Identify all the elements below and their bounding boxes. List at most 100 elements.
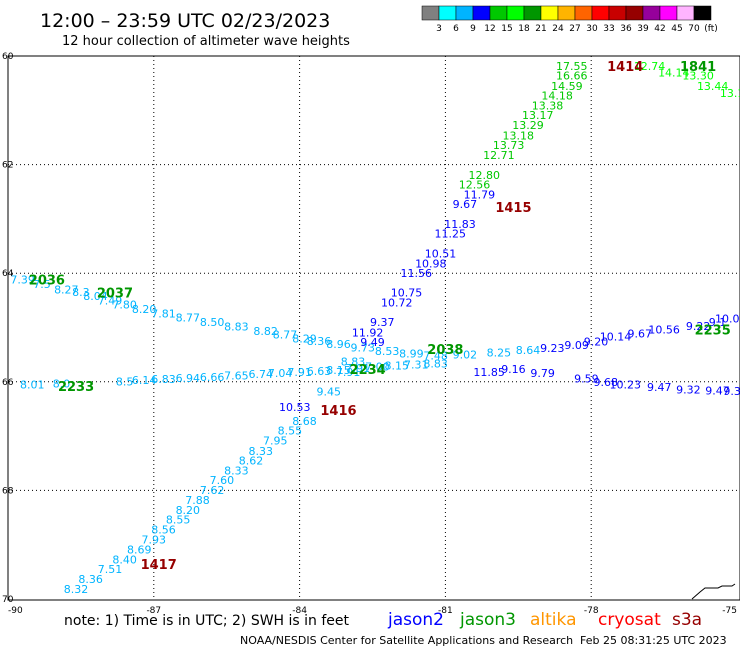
wave-height-label: 8.20 [132, 303, 157, 316]
y-tick-label: 64 [2, 269, 14, 279]
wave-height-label: 10.51 [425, 248, 457, 261]
wave-height-label: 10.0 [715, 312, 740, 325]
wave-height-label: 12.56 [459, 179, 491, 192]
wave-height-label: 6.66 [200, 371, 225, 384]
wave-height-label: 8.83 [224, 320, 249, 333]
wave-height-tracks: 7.397.5 8.278.38.047.497.808.207.81 8.77 8.… [10, 60, 740, 596]
wave-height-label: 13.17 [522, 109, 554, 122]
colorbar-label: 12 [484, 24, 495, 34]
colorbar-swatch [625, 5, 644, 21]
footer-credit: NOAA/NESDIS Center for Satellite Applica… [240, 634, 573, 647]
colorbar-label: 33 [603, 24, 614, 34]
wave-height-label: 9.20 [584, 336, 609, 349]
wave-height-label: 8.64 [516, 344, 541, 357]
wave-height-label: 8.99 [399, 348, 424, 361]
colorbar-swatch [591, 5, 610, 21]
colorbar-label: 42 [654, 24, 665, 34]
colorbar-label: 70 [688, 24, 700, 34]
wave-height-label: 7.48 [423, 350, 448, 363]
wave-height-label: 16.66 [556, 70, 588, 83]
colorbar-swatch [489, 5, 508, 21]
colorbar-swatch [676, 5, 695, 21]
wave-height-label: 7.39 [10, 274, 35, 287]
wave-height-label: 9.23 [540, 342, 565, 355]
wave-height-label: 8.27 [54, 283, 79, 296]
wave-height-label: 10.53 [279, 401, 311, 414]
wave-height-label: 7.51 [98, 563, 123, 576]
wave-height-label: 12.74 [634, 60, 666, 73]
wave-height-label: 12.80 [469, 169, 501, 182]
colorbar-swatch [438, 5, 457, 21]
wave-height-label: 12.71 [483, 149, 515, 162]
wave-height-label: 11.56 [400, 267, 432, 280]
y-tick-label: 70 [2, 595, 14, 605]
coastline [691, 583, 736, 600]
wave-height-label: 8.56 [151, 523, 176, 536]
colorbar-label: 21 [535, 24, 546, 34]
wave-height-label: 8.3 [72, 286, 90, 299]
wave-height-label: 13.73 [493, 139, 525, 152]
wave-height-label: 8.83 [423, 357, 448, 370]
wave-height-label: 7.95 [263, 434, 288, 447]
colorbar-label: 3 [436, 24, 442, 34]
wave-height-label: 8.50 [200, 316, 225, 329]
wave-height-label: 14.18 [541, 90, 573, 103]
satellite-track: 7.397.5 8.278.38.047.497.808.207.81 8.77 8.… [10, 274, 540, 363]
wave-height-label: 10.56 [648, 324, 680, 337]
wave-height-label: 7.04 [268, 367, 293, 380]
wave-height-label: 8.25 [487, 346, 512, 359]
y-tick-label: 62 [2, 161, 13, 171]
wave-height-label: 8.55 [278, 425, 303, 438]
wave-height-label: 9.47 [647, 381, 672, 394]
wave-height-label: 8.01 [20, 379, 45, 392]
wave-height-label: 7.62 [200, 484, 225, 497]
wave-height-label: 9.67 [628, 327, 653, 340]
wave-height-label: 9.3 [723, 385, 740, 398]
wave-height-label: 13.44 [697, 80, 729, 93]
wave-height-label: 7.65 [224, 369, 249, 382]
wave-height-label: 6.14 [132, 374, 157, 387]
wave-height-label: 6.74 [248, 368, 273, 381]
wave-height-label: 8.96 [326, 338, 351, 351]
wave-height-label: 11.85 [473, 366, 505, 379]
wave-height-label: 11.83 [444, 218, 476, 231]
colorbar-swatch [523, 5, 542, 21]
wave-height-label: 9.67 [453, 198, 478, 211]
pass-time-label: 1414 [607, 60, 643, 75]
pass-time-label: 1841 [680, 60, 716, 75]
wave-height-label: 8.82 [253, 325, 278, 338]
wave-height-label: 8.33 [224, 464, 249, 477]
wave-height-label: 8.15 [385, 360, 410, 373]
wave-height-label: 9.1 [709, 316, 727, 329]
satellite-track: 8.328.367.518.408.697.938.568.558.207.88… [64, 356, 366, 597]
wave-height-label: 9.09 [564, 339, 589, 352]
x-tick-label: -75 [722, 606, 737, 616]
wave-height-label: 13.29 [512, 119, 544, 132]
wave-height-label: 9.73 [351, 342, 376, 355]
colorbar-label: 30 [586, 24, 598, 34]
wave-height-label: 8.77 [176, 312, 201, 325]
wave-height-label: 7.5 [33, 278, 51, 291]
wave-height-label: 9.16 [501, 363, 526, 376]
wave-height-label: 6.83 [151, 373, 176, 386]
pass-time-label: 2036 [29, 274, 65, 289]
wave-height-label: 8.32 [64, 583, 89, 596]
wave-height-label: 14.59 [551, 80, 583, 93]
colorbar-swatch [421, 5, 440, 21]
wave-height-label: 8.40 [112, 553, 137, 566]
wave-height-label: 7.81 [151, 307, 176, 320]
wave-height-label: 7.91 [336, 366, 361, 379]
wave-height-label: 7.31 [404, 358, 429, 371]
wave-height-label: 11.79 [464, 188, 496, 201]
y-tick-label: 60 [2, 52, 14, 62]
wave-height-label: 8.77 [273, 329, 298, 342]
colorbar-swatch [693, 5, 712, 21]
y-tick-label: 68 [2, 486, 14, 496]
wave-height-label: 9.49 [360, 336, 385, 349]
